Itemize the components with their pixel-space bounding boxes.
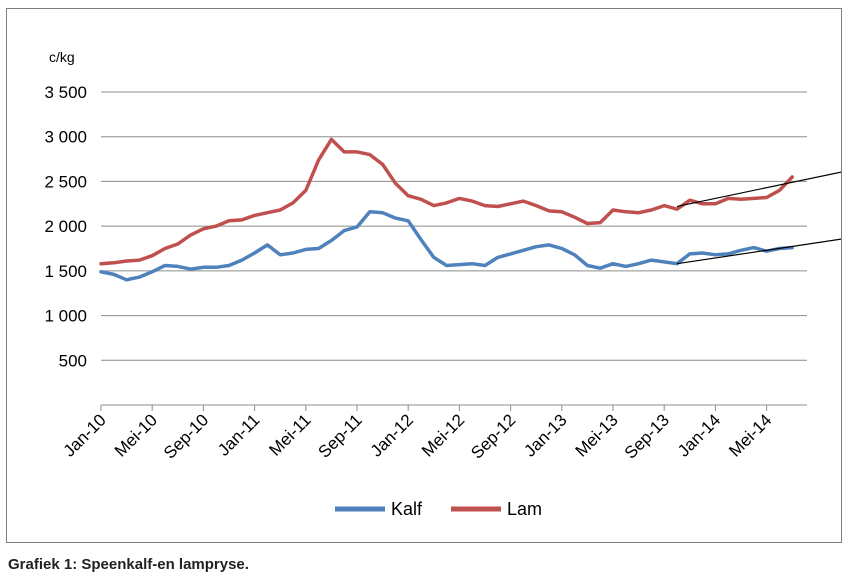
series-line-lam [99, 137, 794, 266]
y-tick-label: 2 500 [44, 172, 87, 191]
chart-frame: 500 1 000 1 500 2 000 2 500 3 000 3 500 Jan-10 M… [6, 8, 842, 543]
grid-layer [101, 91, 807, 361]
series-layer [99, 137, 794, 282]
x-tick-label: Jan-11 [214, 410, 263, 459]
legend-label-lam: Lam [507, 499, 542, 519]
x-tick-label: Sep-10 [160, 410, 212, 462]
trend-arrow-kalf [676, 238, 841, 265]
y-tick-label: 2 000 [44, 217, 87, 236]
y-tick-label: 1 000 [44, 307, 87, 326]
x-tick-label: Jan-14 [674, 410, 724, 460]
x-tick-label: Sep-12 [467, 410, 519, 462]
x-tick-label: Mei-10 [111, 410, 161, 460]
x-tick-label: Jan-12 [367, 410, 417, 460]
annotation-layer [676, 171, 841, 265]
x-tick-label: Mei-12 [418, 410, 468, 460]
series-line-kalf [99, 210, 794, 282]
x-tick-label: Mei-11 [265, 410, 314, 459]
trend-arrow-lam [676, 171, 841, 208]
x-tick-label: Mei-14 [725, 410, 775, 460]
x-tick-label: Sep-11 [315, 410, 366, 461]
y-tick-label: 3 500 [44, 83, 87, 102]
legend-label-kalf: Kalf [391, 499, 423, 519]
y-tick-label: 1 500 [44, 262, 87, 281]
y-tick-label: 500 [59, 351, 87, 370]
x-tick-label: Sep-13 [621, 410, 673, 462]
x-tick-label: Jan-10 [60, 410, 110, 460]
legend: Kalf Lam [335, 499, 542, 519]
x-tick-label: Mei-13 [572, 410, 622, 460]
y-axis-unit-label: c/kg [49, 49, 75, 65]
y-tick-label: 3 000 [44, 128, 87, 147]
figure-caption: Grafiek 1: Speenkalf-en lampryse. [8, 556, 249, 573]
x-tick-label: Jan-13 [520, 410, 570, 460]
